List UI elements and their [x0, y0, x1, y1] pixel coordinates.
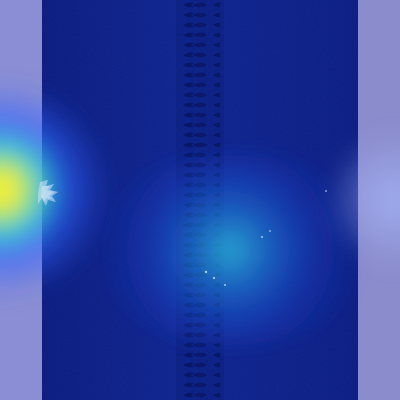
heat-center-glow	[95, 155, 375, 345]
heat-left-hotspot	[0, 70, 120, 310]
fabric-defect	[38, 180, 58, 206]
heat-overlays	[0, 70, 400, 345]
sparkle-specks	[204, 190, 327, 286]
heat-right-edge	[328, 130, 400, 270]
